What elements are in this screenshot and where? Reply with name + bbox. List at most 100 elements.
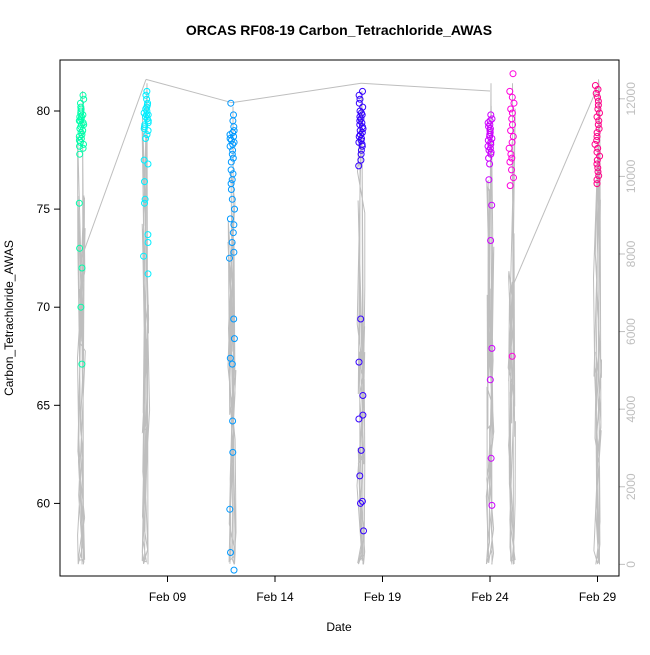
data-point — [355, 91, 363, 99]
altitude-trace — [485, 83, 495, 565]
x-tick-label: Feb 19 — [364, 590, 402, 604]
data-point — [230, 248, 238, 256]
data-point — [141, 195, 149, 203]
altitude-trace — [141, 83, 151, 565]
data-point — [226, 505, 234, 513]
data-point — [144, 239, 152, 246]
data-point — [144, 231, 152, 239]
data-point — [488, 201, 496, 209]
flight-connector — [511, 86, 598, 290]
data-point — [228, 176, 236, 184]
data-point — [142, 135, 150, 142]
x-tick-label: Feb 09 — [149, 590, 187, 604]
data-point — [229, 417, 237, 425]
data-point — [228, 195, 236, 203]
data-point — [595, 117, 603, 125]
data-point — [487, 237, 495, 244]
data-point — [593, 113, 601, 121]
data-point — [507, 150, 515, 158]
data-point — [229, 154, 237, 162]
y-tick-label: 80 — [37, 104, 51, 118]
data-point — [227, 158, 235, 166]
data-point — [488, 501, 496, 509]
x-tick-label: Feb 24 — [471, 590, 509, 604]
data-point — [144, 160, 152, 168]
data-point — [230, 335, 238, 343]
data-point — [593, 156, 601, 164]
x-tick-label: Feb 29 — [579, 590, 617, 604]
altitude-trace — [76, 90, 86, 565]
data-point — [359, 411, 367, 419]
data-point — [593, 176, 601, 184]
data-point — [227, 549, 234, 556]
data-point — [228, 360, 236, 368]
data-point — [488, 115, 496, 123]
data-point — [355, 358, 363, 366]
axes: 60 65 70 75 80 0 2000 4000 6000 8000 10000 12000 Feb… — [37, 82, 638, 604]
data-point — [594, 144, 602, 152]
data-point — [140, 252, 148, 260]
data-point — [141, 199, 148, 207]
data-point — [506, 87, 514, 95]
data-point — [507, 105, 515, 113]
data-point — [78, 264, 86, 272]
data-point — [356, 117, 364, 125]
data-point — [508, 166, 515, 174]
data-points — [75, 70, 604, 574]
data-point — [357, 315, 365, 323]
data-point — [226, 215, 234, 223]
data-point — [594, 105, 602, 113]
data-point — [355, 415, 363, 423]
y-axis-label: Carbon_Tetrachloride_AWAS — [2, 240, 16, 396]
data-point — [79, 127, 87, 135]
altitude-trace — [356, 90, 366, 565]
data-point — [80, 140, 87, 148]
y2-tick-label: 12000 — [624, 82, 638, 116]
data-point — [507, 127, 515, 135]
data-point — [77, 135, 85, 142]
data-point — [76, 113, 84, 121]
data-point — [593, 129, 601, 137]
data-point — [506, 158, 514, 166]
data-point — [505, 144, 513, 152]
altitude-traces — [76, 79, 602, 565]
data-point — [508, 154, 516, 162]
data-point — [594, 164, 602, 172]
data-point — [77, 303, 85, 311]
data-point — [79, 144, 87, 152]
data-point — [594, 121, 602, 129]
data-point — [356, 472, 364, 480]
data-point — [78, 360, 86, 368]
flight-connector — [81, 79, 147, 259]
x-tick-label: Feb 14 — [256, 590, 294, 604]
data-point — [593, 180, 601, 188]
data-point — [359, 87, 366, 95]
data-point — [357, 146, 365, 154]
data-point — [510, 174, 517, 182]
altitude-trace — [592, 79, 602, 565]
y-tick-label: 70 — [37, 300, 51, 314]
altitude-trace — [507, 83, 516, 565]
data-point — [144, 270, 152, 278]
data-point — [76, 142, 83, 150]
y2-tick-label: 6000 — [624, 318, 638, 345]
data-point — [593, 160, 601, 168]
flight-connector — [231, 82, 362, 104]
data-point — [230, 138, 238, 146]
data-point — [226, 254, 233, 262]
flight-connector — [360, 82, 491, 92]
data-point — [508, 115, 516, 123]
data-point — [594, 101, 602, 109]
data-point — [508, 352, 516, 360]
data-point — [592, 89, 600, 97]
data-point — [144, 117, 152, 125]
data-point — [509, 133, 517, 140]
data-point — [510, 99, 518, 107]
data-point — [508, 138, 516, 146]
data-point — [143, 87, 151, 95]
data-point — [594, 85, 602, 93]
data-point — [229, 448, 237, 456]
data-point — [227, 166, 235, 174]
